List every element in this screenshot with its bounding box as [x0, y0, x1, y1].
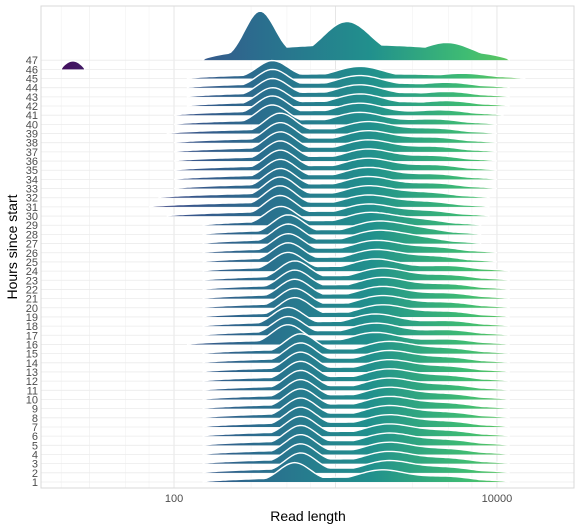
x-tick-label: 10000: [482, 493, 513, 505]
x-tick-labels: 100 10000: [165, 493, 512, 505]
y-tick-labels: 1234567891011121314151617181920212223242…: [26, 55, 38, 489]
y-axis-title: Hours since start: [4, 194, 20, 299]
ridge-area-hour-47: [203, 11, 510, 60]
x-axis-title: Read length: [270, 508, 346, 524]
ridges: [61, 11, 525, 482]
x-tick-label: 100: [165, 493, 183, 505]
y-tick-label: 47: [26, 55, 38, 67]
